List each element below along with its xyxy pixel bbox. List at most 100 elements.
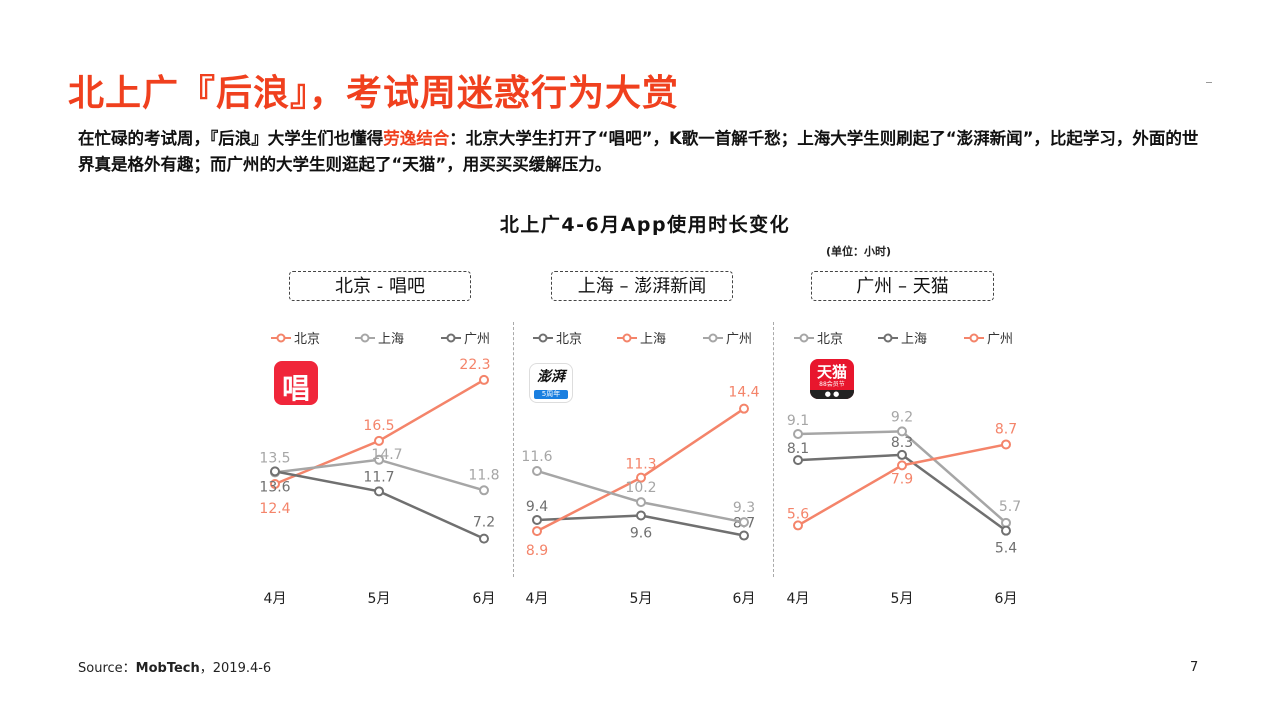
- panel-label-shanghai: 上海 – 澎湃新闻: [551, 271, 733, 301]
- data-point: [374, 486, 384, 497]
- data-label: 8.3: [891, 435, 913, 451]
- source-note: Source：MobTech，2019.4-6: [78, 657, 271, 676]
- data-label: 16.5: [363, 418, 394, 434]
- source-date: ，2019.4-6: [199, 661, 272, 676]
- panel-label-beijing: 北京 - 唱吧: [289, 271, 471, 301]
- x-tick-label: 4月: [264, 591, 287, 607]
- legend-marker: [446, 333, 456, 343]
- description-body: ：北京大学生打开了“唱吧”，K歌一首解千愁；上海大学生则刷起了“澎湃新闻”，比起…: [78, 129, 1199, 174]
- data-label: 8.9: [526, 543, 548, 559]
- legend-marker: [622, 333, 632, 343]
- data-point: [897, 449, 907, 460]
- x-tick-label: 5月: [891, 591, 914, 607]
- legend-label: 北京: [294, 332, 320, 347]
- data-point: [793, 429, 803, 440]
- legend-marker: [883, 333, 893, 343]
- data-point: [636, 510, 646, 521]
- x-tick-label: 6月: [995, 591, 1018, 607]
- data-label: 5.6: [787, 506, 809, 522]
- data-label: 11.3: [625, 457, 656, 473]
- x-tick-label: 4月: [787, 591, 810, 607]
- pengpai-band: 5周年: [534, 390, 568, 399]
- chart-title: 北上广4-6月App使用时长变化: [499, 214, 791, 236]
- panel-label-guangzhou: 广州 – 天猫: [811, 271, 994, 301]
- legend-marker: [708, 333, 718, 343]
- changba-app-icon: 唱: [274, 361, 318, 405]
- data-point: [636, 497, 646, 508]
- data-label: 9.2: [891, 409, 913, 425]
- legend-label: 广州: [726, 332, 752, 347]
- data-point: [897, 460, 907, 471]
- data-point: [739, 517, 749, 528]
- x-tick-label: 5月: [630, 591, 653, 607]
- description-highlight: 劳逸结合: [383, 129, 450, 148]
- data-point: [374, 454, 384, 465]
- x-tick-label: 6月: [733, 591, 756, 607]
- panel-divider: [513, 322, 514, 577]
- description-paragraph: 在忙碌的考试周，『后浪』大学生们也懂得劳逸结合：北京大学生打开了“唱吧”，K歌一…: [78, 126, 1208, 178]
- data-label: 8.7: [995, 421, 1017, 437]
- pengpai-app-icon: 澎湃 5周年: [529, 363, 573, 403]
- panel-divider: [773, 322, 774, 577]
- data-label: 5.7: [999, 499, 1021, 515]
- data-point: [270, 466, 280, 477]
- tmall-sub: 88会员节: [819, 381, 845, 388]
- data-label: 13.6: [259, 479, 290, 495]
- data-point: [739, 530, 749, 541]
- data-point: [1001, 525, 1011, 536]
- data-label: 9.4: [526, 499, 548, 515]
- data-label: 12.4: [259, 501, 290, 517]
- legend-label: 北京: [817, 332, 843, 347]
- data-point: [532, 465, 542, 476]
- data-point: [1001, 517, 1011, 528]
- data-point: [479, 374, 489, 385]
- x-tick-label: 5月: [368, 591, 391, 607]
- tmall-app-icon: 天猫 88会员节 ● ●: [810, 359, 854, 399]
- description-lead: 在忙碌的考试周，『后浪』大学生们也懂得: [78, 129, 384, 148]
- data-label: 22.3: [459, 357, 490, 373]
- data-label: 9.6: [630, 526, 652, 542]
- legend-label: 上海: [378, 332, 404, 347]
- source-label: Source：: [78, 661, 136, 676]
- corner-mark: [1206, 82, 1212, 83]
- x-tick-label: 6月: [473, 591, 496, 607]
- data-label: 9.3: [733, 500, 755, 516]
- data-point: [532, 526, 542, 537]
- data-point: [479, 485, 489, 496]
- data-point: [479, 533, 489, 544]
- legend-marker: [799, 333, 809, 343]
- data-label: 9.1: [787, 413, 809, 429]
- legend-label: 上海: [640, 332, 666, 347]
- data-point: [532, 514, 542, 525]
- data-label: 7.9: [891, 471, 913, 487]
- legend-marker: [969, 333, 979, 343]
- legend-marker: [360, 333, 370, 343]
- legend-label: 广州: [464, 332, 490, 347]
- legend-marker: [538, 333, 548, 343]
- data-label: 13.5: [259, 450, 290, 466]
- chart-unit: (单位：小时): [826, 245, 892, 258]
- data-point: [739, 403, 749, 414]
- data-label: 11.8: [468, 467, 499, 483]
- tmall-bar: ● ●: [810, 390, 854, 399]
- data-point: [1001, 439, 1011, 450]
- pengpai-glyph: 澎湃: [537, 369, 565, 385]
- legend-label: 广州: [987, 332, 1013, 347]
- data-point: [374, 435, 384, 446]
- data-label: 10.2: [625, 480, 656, 496]
- data-point: [270, 478, 280, 489]
- legend-label: 上海: [901, 332, 927, 347]
- legend-label: 北京: [556, 332, 582, 347]
- data-label: 14.4: [728, 385, 759, 401]
- source-name: MobTech: [135, 661, 200, 676]
- data-point: [636, 472, 646, 483]
- data-label: 7.2: [473, 515, 495, 531]
- data-label: 11.7: [363, 469, 394, 485]
- data-point: [897, 426, 907, 437]
- x-tick-label: 4月: [526, 591, 549, 607]
- data-label: 8.1: [787, 441, 809, 457]
- data-point: [793, 520, 803, 531]
- changba-glyph: 唱: [281, 372, 310, 405]
- data-label: 14.7: [371, 447, 402, 463]
